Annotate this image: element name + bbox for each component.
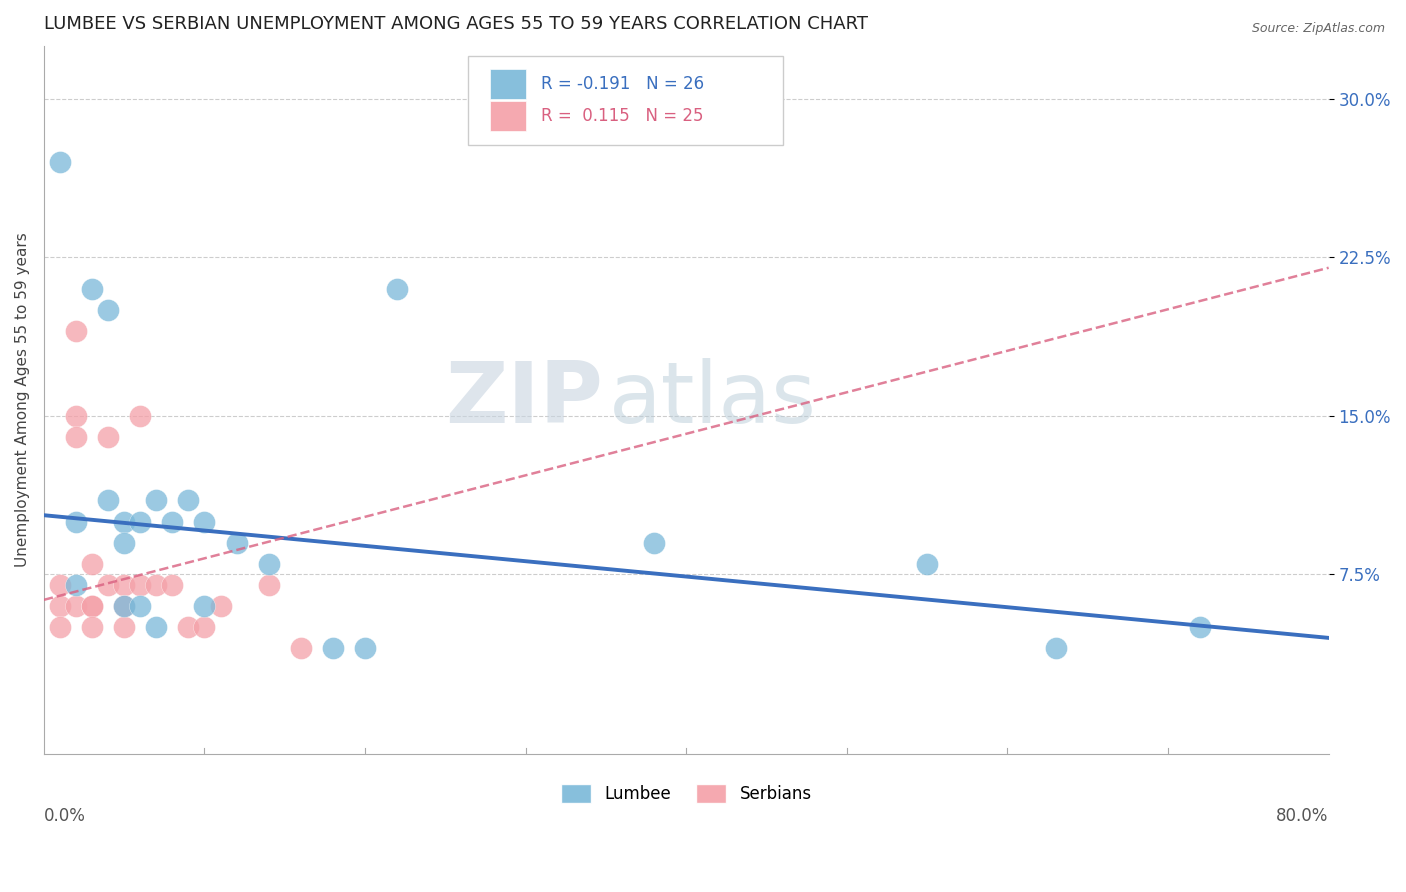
Point (225, 535, 247, 549)
Text: ZIP: ZIP (446, 359, 603, 442)
Point (65, 599, 87, 614)
Point (257, 578, 280, 592)
Point (209, 599, 232, 614)
Point (49, 578, 72, 592)
Point (49, 155, 72, 169)
Point (112, 578, 135, 592)
Point (162, 578, 184, 592)
Point (145, 620, 167, 634)
Point (97, 493, 120, 508)
Point (290, 641, 312, 656)
Point (112, 620, 135, 634)
Text: 0.0%: 0.0% (44, 807, 86, 825)
Text: R =  0.115   N = 25: R = 0.115 N = 25 (541, 107, 703, 125)
Point (354, 641, 377, 656)
Point (49, 599, 72, 614)
Point (112, 599, 135, 614)
Legend: Lumbee, Serbians: Lumbee, Serbians (554, 777, 818, 810)
Point (65, 578, 87, 592)
Point (1189, 620, 1212, 634)
Point (112, 599, 135, 614)
Point (387, 282, 409, 296)
Point (97, 578, 120, 592)
Point (65, 409, 87, 423)
Point (112, 515, 135, 529)
Bar (489, 101, 526, 131)
Point (80, 282, 103, 296)
Point (112, 535, 135, 549)
Point (193, 599, 215, 614)
Point (80, 620, 103, 634)
Point (1045, 641, 1067, 656)
Point (257, 557, 280, 571)
Point (65, 515, 87, 529)
Point (162, 515, 184, 529)
Point (129, 515, 152, 529)
Text: atlas: atlas (609, 359, 817, 442)
Point (915, 557, 938, 571)
Point (193, 620, 215, 634)
Point (177, 493, 200, 508)
Point (97, 430, 120, 444)
Point (177, 620, 200, 634)
Point (129, 578, 152, 592)
Point (643, 535, 665, 549)
Point (129, 599, 152, 614)
Point (322, 641, 344, 656)
Point (129, 409, 152, 423)
Point (97, 303, 120, 318)
Text: 80.0%: 80.0% (1277, 807, 1329, 825)
Point (193, 515, 215, 529)
Point (49, 620, 72, 634)
Bar (489, 69, 526, 99)
Point (65, 430, 87, 444)
Point (65, 324, 87, 338)
Point (145, 493, 167, 508)
Y-axis label: Unemployment Among Ages 55 to 59 years: Unemployment Among Ages 55 to 59 years (15, 233, 30, 567)
Text: Source: ZipAtlas.com: Source: ZipAtlas.com (1251, 22, 1385, 36)
Point (80, 599, 103, 614)
Text: LUMBEE VS SERBIAN UNEMPLOYMENT AMONG AGES 55 TO 59 YEARS CORRELATION CHART: LUMBEE VS SERBIAN UNEMPLOYMENT AMONG AGE… (44, 15, 868, 33)
Point (145, 578, 167, 592)
Text: R = -0.191   N = 26: R = -0.191 N = 26 (541, 75, 704, 93)
FancyBboxPatch shape (468, 56, 783, 145)
Point (80, 599, 103, 614)
Point (80, 557, 103, 571)
